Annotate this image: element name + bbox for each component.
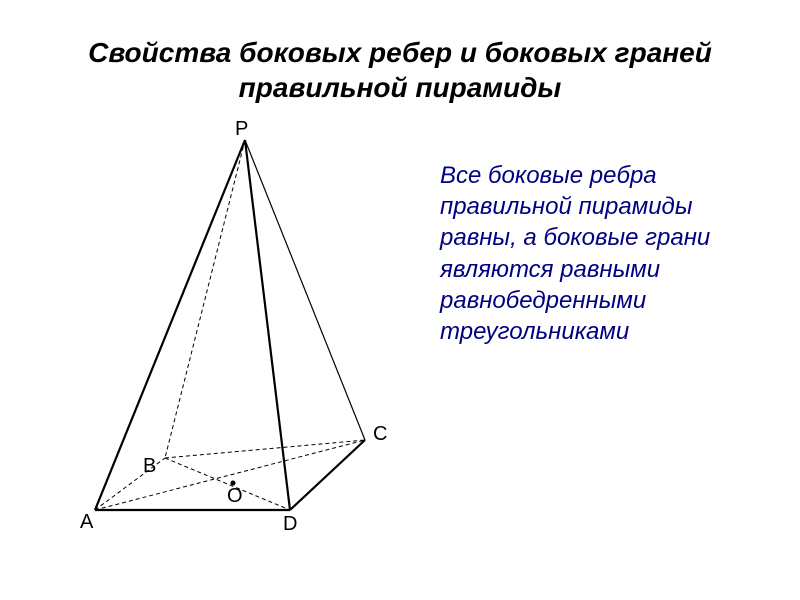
edge-PB — [165, 140, 245, 458]
page-title: Свойства боковых ребер и боковых граней … — [40, 35, 760, 105]
edge-DC — [290, 440, 365, 510]
edge-BC — [165, 440, 365, 458]
label-P: P — [235, 120, 248, 140]
edge-PA — [95, 140, 245, 510]
theorem-text: Все боковые ребра правильной пирамиды ра… — [440, 160, 770, 347]
label-O: O — [227, 485, 243, 507]
label-A: A — [80, 511, 94, 533]
pyramid-svg: P A B C D O — [55, 120, 435, 540]
label-D: D — [283, 513, 297, 535]
pyramid-diagram: P A B C D O — [55, 120, 435, 540]
label-B: B — [143, 455, 156, 477]
label-C: C — [373, 423, 387, 445]
